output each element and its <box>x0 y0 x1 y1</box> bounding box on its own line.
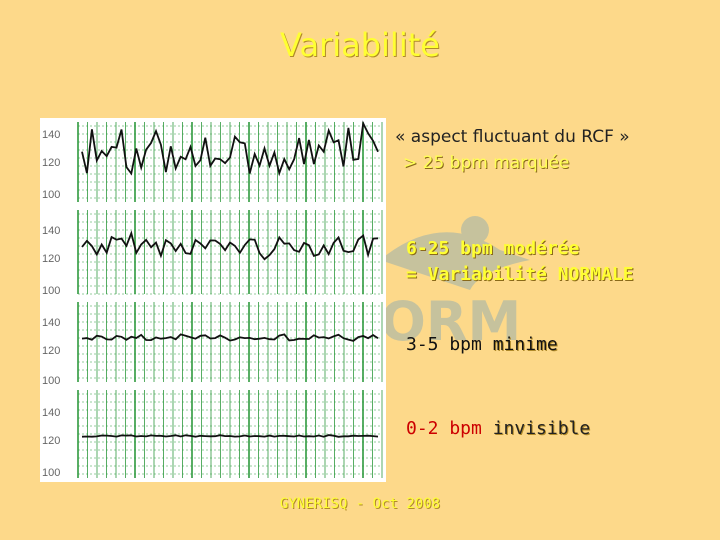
label-moderate-line2: = Variabilité NORMALE <box>406 264 634 285</box>
svg-text:ORM: ORM <box>380 290 521 350</box>
fhr-trace <box>81 230 379 261</box>
label-minimal: 3-5 bpm minime <box>406 334 558 355</box>
label-moderate: 6-25 bpm modérée = Variabilité NORMALE <box>406 236 634 288</box>
tick-label: 120 <box>42 157 60 169</box>
tick-label: 140 <box>42 129 60 141</box>
label-minimal-range: 3-5 bpm <box>406 334 493 355</box>
tick-label: 120 <box>42 253 60 265</box>
fhr-strip-3: 140 120 100 <box>42 302 383 387</box>
label-absent-range: 0-2 bpm <box>406 418 493 439</box>
fhr-trace <box>81 333 379 342</box>
fhr-strip-1: 140 120 100 <box>42 120 383 202</box>
label-minimal-word: minime <box>492 334 558 355</box>
slide-title: Variabilité <box>280 26 440 64</box>
tick-label: 140 <box>42 317 60 329</box>
tick-label: 100 <box>42 467 60 479</box>
fhr-trace <box>81 120 379 177</box>
tick-label: 120 <box>42 435 60 447</box>
watermark-logo: ORM <box>380 216 530 350</box>
fhr-strips: 140 120 100 140 120 100 140 120 100 140 120 100 <box>42 120 383 479</box>
tick-label: 140 <box>42 225 60 237</box>
tick-label: 120 <box>42 345 60 357</box>
label-marked-line2: > 25 bpm marquée <box>403 153 570 173</box>
label-moderate-line1: 6-25 bpm modérée <box>406 238 580 259</box>
fhr-strip-4: 140 120 100 <box>42 390 383 479</box>
label-marked: « aspect fluctuant du RCF » > 25 bpm mar… <box>395 124 630 176</box>
fhr-trace <box>81 434 379 438</box>
tick-label: 140 <box>42 407 60 419</box>
tick-label: 100 <box>42 189 60 201</box>
tick-label: 100 <box>42 375 60 387</box>
fhr-strips-panel: 140 120 100 140 120 100 140 120 100 140 120 100 <box>40 118 386 482</box>
label-marked-line1: « aspect fluctuant du RCF » <box>395 127 630 147</box>
footer-credit: GYNERISQ - Oct 2008 <box>279 496 441 512</box>
label-absent: 0-2 bpm invisible <box>406 418 590 439</box>
label-absent-word: invisible <box>492 418 591 439</box>
fhr-strip-2: 140 120 100 <box>42 210 383 297</box>
tick-label: 100 <box>42 285 60 297</box>
